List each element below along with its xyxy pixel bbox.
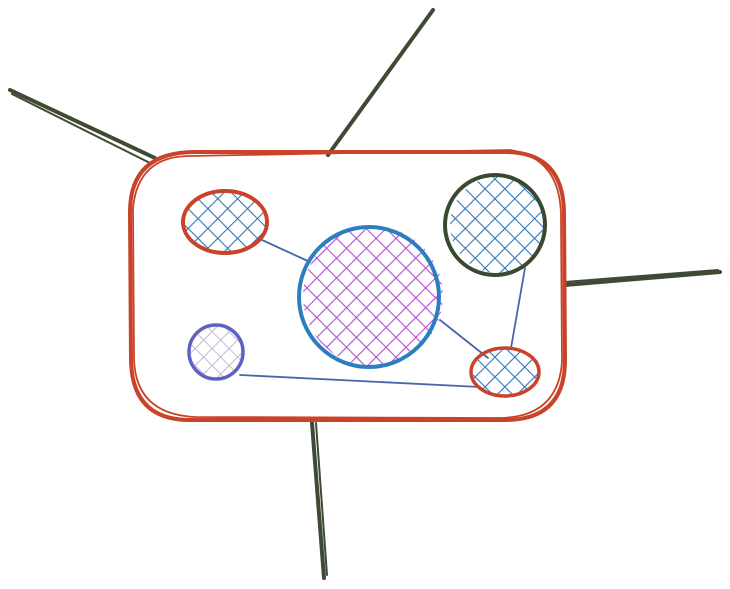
node-top-right-ring (443, 173, 547, 277)
frame-outline (127, 150, 568, 422)
node-bottom-right-fill (473, 349, 539, 395)
node-bottom-left (187, 323, 245, 381)
spikes (8, 8, 722, 580)
node-top-left (181, 189, 269, 255)
node-center-fill (303, 226, 443, 366)
connector-center-bottomright (439, 319, 489, 359)
cell-frame (127, 149, 568, 422)
node-bottom-left-ring (187, 323, 245, 381)
node-bottom-right (469, 346, 541, 398)
frame-outline-sketch (132, 149, 563, 419)
node-top-left-fill (185, 192, 267, 252)
connector-topright-bottomright (510, 267, 526, 349)
spike-right-shadow (564, 269, 719, 283)
spike-bottom (310, 421, 326, 580)
spike-bottom-shadow (315, 422, 328, 576)
node-top-right (443, 173, 547, 277)
spike-top (326, 8, 435, 157)
spike-right (563, 270, 722, 287)
connectors (239, 239, 526, 388)
spike-top-left-shadow (11, 93, 151, 164)
node-bottom-left-fill (191, 326, 243, 378)
node-bottom-right-ring (469, 346, 541, 398)
node-center-ring (297, 225, 441, 369)
connector-topleft-center (261, 239, 311, 263)
node-top-right-fill (450, 177, 546, 273)
spike-top-left (8, 88, 157, 160)
connector-bottomleft-bottomright (239, 374, 481, 388)
node-center (297, 225, 443, 369)
node-top-left-ring (181, 189, 269, 255)
